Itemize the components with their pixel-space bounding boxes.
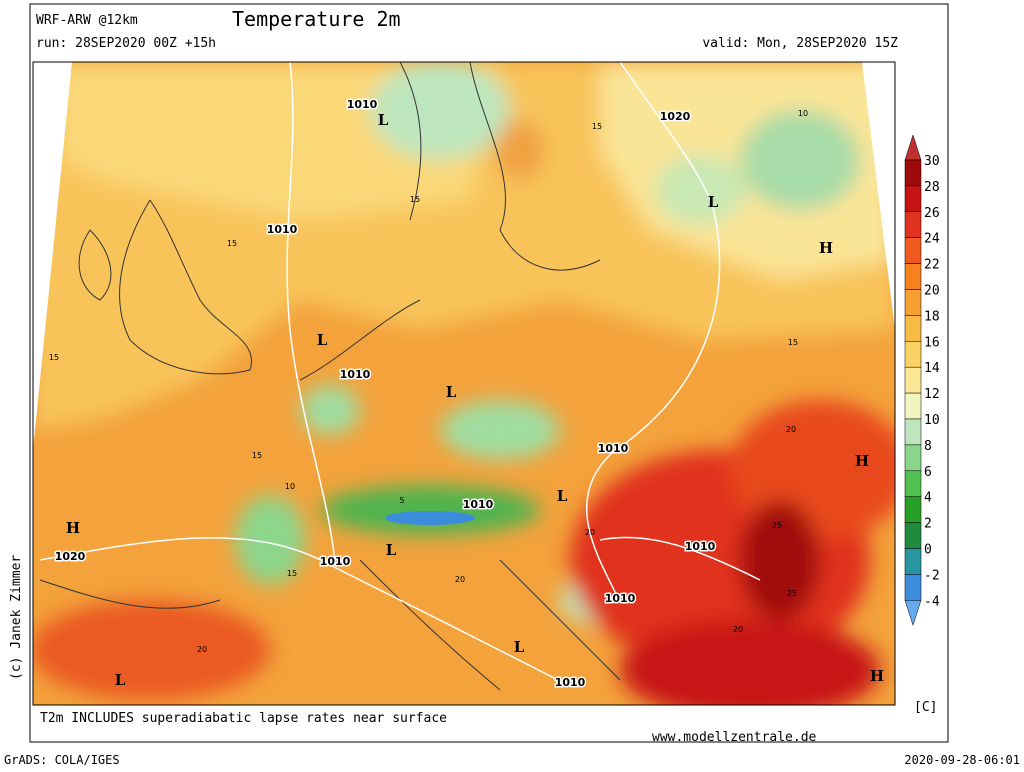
- colorbar-label: 4: [924, 491, 932, 506]
- colorbar-label: 20: [924, 284, 940, 299]
- isobar-label: 1020: [660, 110, 691, 123]
- isobar-label: 1010: [555, 676, 586, 689]
- colorbar-segment: [904, 289, 922, 316]
- isotherm-label: 20: [786, 425, 796, 434]
- isotherm-label: 10: [798, 109, 808, 118]
- pressure-center: L: [115, 671, 126, 689]
- colorbar-arrow: [904, 600, 922, 627]
- colorbar-segment: [904, 159, 922, 187]
- pressure-center: H: [819, 239, 833, 257]
- colorbar-label: 0: [924, 543, 932, 558]
- pressure-center: H: [870, 667, 884, 685]
- colorbar-segment: [904, 185, 922, 213]
- colorbar-label: 28: [924, 180, 940, 195]
- colorbar-segment: [904, 574, 922, 601]
- isotherm-label: 15: [227, 239, 237, 248]
- run-info: run: 28SEP2020 00Z +15h: [36, 36, 216, 51]
- colorbar-label: 16: [924, 335, 940, 350]
- colorbar-label: 30: [924, 154, 940, 169]
- map: [33, 62, 895, 705]
- colorbar-segment: [904, 211, 922, 238]
- isotherm-label: 10: [285, 482, 295, 491]
- isobar-label: 1010: [463, 498, 494, 511]
- pressure-center: L: [557, 487, 568, 505]
- isobars: [39, 62, 761, 687]
- colorbar-label: 2: [924, 517, 932, 532]
- title: Temperature 2m: [232, 7, 401, 31]
- colorbar-label: -4: [924, 594, 940, 609]
- map-border: [32, 61, 896, 706]
- isotherm-label: 20: [197, 645, 207, 654]
- pressure-center: L: [446, 383, 457, 401]
- projection-edge: [862, 62, 895, 330]
- colorbar-segment: [904, 237, 922, 264]
- colorbar-label: 10: [924, 413, 940, 428]
- isobar-label: 1020: [55, 550, 86, 563]
- isobar-label: 1010: [267, 223, 298, 236]
- colorbar-segment: [904, 392, 922, 420]
- colorbar-label: 26: [924, 206, 940, 221]
- timestamp: 2020-09-28-06:01: [904, 753, 1020, 767]
- colorbar-segment: [904, 366, 922, 394]
- isotherm-label: 15: [252, 451, 262, 460]
- model-name: WRF-ARW @12km: [36, 13, 138, 28]
- colorbar-segment: [904, 548, 922, 575]
- colorbar-segment: [904, 315, 922, 342]
- isotherm-label: 15: [592, 122, 602, 131]
- colorbar-segment: [904, 470, 922, 497]
- colorbar-segment: [904, 496, 922, 523]
- isobar-label: 1010: [685, 540, 716, 553]
- isotherm-label: 25: [787, 589, 797, 598]
- projection-edge: [33, 62, 72, 450]
- colorbar-label: 6: [924, 465, 932, 480]
- pressure-center: L: [378, 111, 389, 129]
- colorbar-segment: [904, 418, 922, 446]
- colorbar-label: 18: [924, 309, 940, 324]
- isotherm-label: 25: [772, 521, 782, 530]
- isobar-label: 1010: [320, 555, 351, 568]
- note: T2m INCLUDES superadiabatic lapse rates …: [40, 711, 447, 726]
- pressure-center: H: [855, 452, 869, 470]
- colorbar-label: -2: [924, 568, 940, 583]
- pressure-center: H: [66, 519, 80, 537]
- isotherm-label: 20: [455, 575, 465, 584]
- isotherm-label: 15: [287, 569, 297, 578]
- colorbar-label: 22: [924, 258, 940, 273]
- valid-info: valid: Mon, 28SEP2020 15Z: [702, 36, 898, 51]
- pressure-center: L: [386, 541, 397, 559]
- unit-label: [C]: [914, 700, 937, 715]
- credit: (c) Janek Zimmer: [9, 555, 24, 680]
- pressure-center: L: [317, 331, 328, 349]
- colorbar-label: 14: [924, 361, 940, 376]
- alps-cold: [385, 511, 475, 525]
- colorbar-label: 24: [924, 232, 940, 247]
- colorbar-segment: [904, 444, 922, 472]
- isotherm-label: 15: [788, 338, 798, 347]
- colorbar-segment: [904, 522, 922, 549]
- isobar-label: 1010: [598, 442, 629, 455]
- coastlines: [39, 62, 621, 691]
- colorbar-label: 8: [924, 439, 932, 454]
- isotherm-label: 15: [410, 195, 420, 204]
- pressure-center: L: [708, 193, 719, 211]
- colorbar-segment: [904, 263, 922, 290]
- pressure-center: L: [514, 638, 525, 656]
- software: GrADS: COLA/IGES: [4, 753, 120, 767]
- colorbar-label: 12: [924, 387, 940, 402]
- isobar-label: 1010: [340, 368, 371, 381]
- isotherm-label: 20: [585, 528, 595, 537]
- isobar-label: 1010: [605, 592, 636, 605]
- isotherm-label: 20: [733, 625, 743, 634]
- website: www.modellzentrale.de: [652, 730, 817, 745]
- isobar-label: 1010: [347, 98, 378, 111]
- isotherm-label: 5: [399, 496, 404, 505]
- isotherm-label: 15: [49, 353, 59, 362]
- temperature-field: [33, 62, 895, 705]
- colorbar-segment: [904, 341, 922, 368]
